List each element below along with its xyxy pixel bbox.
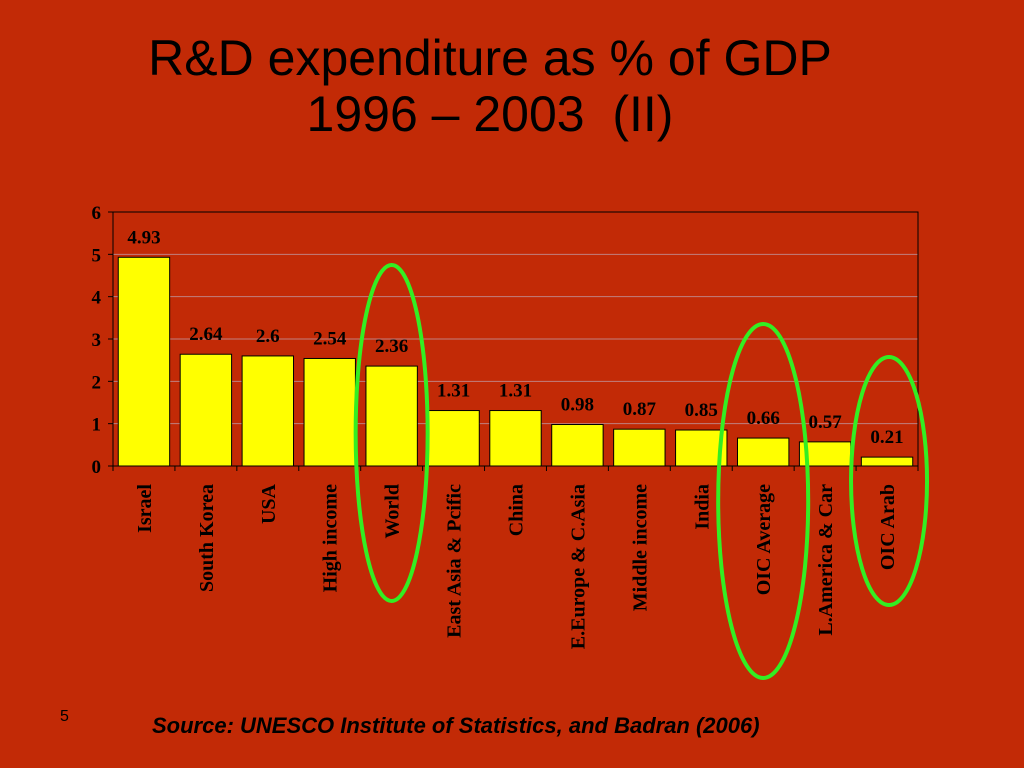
data-label: 1.31 <box>499 381 532 402</box>
category-label: East Asia & Pcific <box>444 484 466 638</box>
bar <box>427 410 480 467</box>
category-label: South Korea <box>196 484 218 592</box>
bar <box>489 410 542 467</box>
data-label: 2.64 <box>189 324 223 345</box>
bar <box>365 365 418 467</box>
category-label: India <box>691 484 713 530</box>
category-label: USA <box>258 483 280 524</box>
y-tick-label: 3 <box>92 330 102 351</box>
category-label: World <box>382 484 404 538</box>
highlight-ellipse <box>849 355 930 607</box>
y-tick-label: 4 <box>92 288 102 309</box>
data-label: 2.36 <box>375 336 408 357</box>
category-label: Middle income <box>629 484 651 611</box>
bar <box>241 355 295 467</box>
y-tick-label: 2 <box>92 372 102 393</box>
data-label: 0.21 <box>870 427 903 448</box>
bar <box>179 353 233 467</box>
slide-title: R&D expenditure as % of GDP 1996 – 2003 … <box>0 30 980 142</box>
y-tick-label: 0 <box>92 457 102 478</box>
slide-number: 5 <box>60 708 69 725</box>
data-label: 0.98 <box>561 395 594 416</box>
title-line-2: 1996 – 2003 (II) <box>306 86 674 142</box>
bar <box>860 456 914 467</box>
category-label: Israel <box>134 484 156 533</box>
category-label: High income <box>320 484 342 592</box>
data-label: 4.93 <box>127 227 160 248</box>
bar <box>303 357 356 467</box>
category-label: OIC Arab <box>877 484 899 570</box>
bar <box>551 424 604 467</box>
category-label: China <box>506 484 528 536</box>
y-tick-label: 1 <box>92 415 102 436</box>
highlight-ellipse <box>353 263 430 603</box>
data-label: 1.31 <box>437 381 470 402</box>
data-label: 0.87 <box>623 399 657 420</box>
bar <box>117 256 171 467</box>
category-label: OIC Average <box>753 484 775 595</box>
category-label: E.Europe & C.Asia <box>567 484 589 649</box>
highlight-ellipse <box>716 322 811 680</box>
data-label: 2.6 <box>256 326 280 347</box>
title-line-1: R&D expenditure as % of GDP <box>148 30 832 86</box>
source-note: Source: UNESCO Institute of Statistics, … <box>152 713 760 738</box>
category-label: L.America & Car <box>815 484 837 636</box>
data-label: 0.85 <box>685 400 718 421</box>
bar <box>736 437 790 467</box>
bar <box>613 428 666 467</box>
data-label: 0.66 <box>747 408 780 429</box>
y-tick-label: 6 <box>92 203 102 224</box>
y-tick-label: 5 <box>92 245 102 266</box>
data-label: 2.54 <box>313 328 347 349</box>
data-label: 0.57 <box>808 412 842 433</box>
